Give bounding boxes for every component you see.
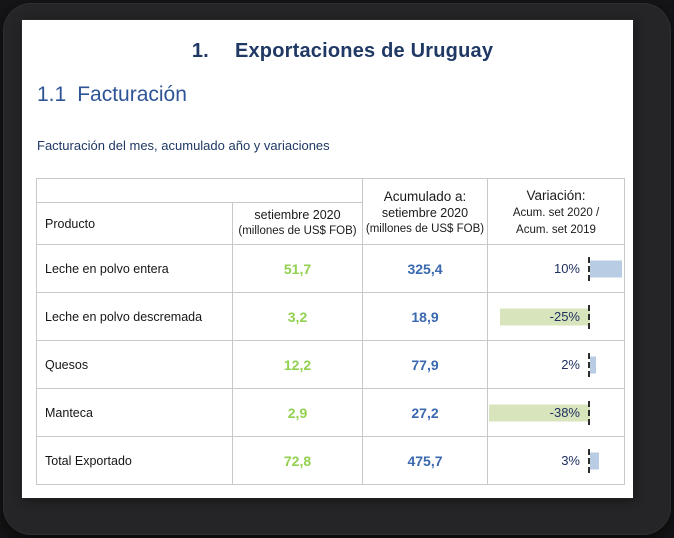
month-value: 12,2 [232, 340, 363, 389]
table-row: Leche en polvo entera 51,7 325,4 10% [36, 244, 625, 293]
variation-bar [500, 308, 590, 325]
month-value: 2,9 [232, 388, 363, 437]
variation-label: 2% [561, 357, 580, 372]
subsection-heading: 1.1 Facturación [37, 83, 187, 107]
product-name: Manteca [36, 388, 233, 437]
accumulated-value: 325,4 [362, 244, 488, 293]
subsection-title: Facturación [77, 83, 187, 106]
variation-bar [489, 404, 590, 421]
month-value: 3,2 [232, 292, 363, 341]
variation-cell: 2% [488, 341, 624, 388]
variation-axis [588, 352, 590, 377]
document-page: 1. Exportaciones de Uruguay 1.1 Facturac… [22, 20, 633, 498]
variation-label: -25% [549, 309, 580, 324]
accumulated-value: 475,7 [362, 436, 488, 485]
product-name: Total Exportado [36, 436, 233, 485]
variation-label: 10% [553, 261, 580, 276]
table-row: Total Exportado 72,8 475,7 3% [36, 436, 625, 485]
product-name: Leche en polvo descremada [36, 292, 233, 341]
product-name: Leche en polvo entera [36, 244, 233, 293]
accumulated-unit: (millones de US$ FOB) [365, 222, 485, 235]
month-period: setiembre 2020 [254, 208, 341, 223]
variation-label: 3% [561, 453, 580, 468]
header-product: Producto [36, 202, 233, 245]
variation-axis [588, 304, 590, 329]
variation-cell: 10% [488, 245, 624, 292]
variation-axis [588, 256, 590, 281]
variation-cell: -38% [488, 389, 624, 436]
month-value: 72,8 [232, 436, 363, 485]
table-caption: Facturación del mes, acumulado año y var… [37, 138, 330, 153]
accumulated-value: 77,9 [362, 340, 488, 389]
variation-label: -38% [549, 405, 580, 420]
header-empty-cell [36, 178, 363, 203]
exports-table: Acumulado a: setiembre 2020 (millones de… [36, 178, 625, 485]
table-row: Quesos 12,2 77,9 2% [36, 340, 625, 389]
table-row: Manteca 2,9 27,2 -38% [36, 388, 625, 437]
variation-compare-line2: Acum. set 2019 [516, 223, 596, 236]
variation-cell: -25% [488, 293, 624, 340]
table-row: Leche en polvo descremada 3,2 18,9 -25% [36, 292, 625, 341]
month-value: 51,7 [232, 244, 363, 293]
product-name: Quesos [36, 340, 233, 389]
variation-compare-line1: Acum. set 2020 / [512, 206, 600, 219]
variation-bar [590, 260, 622, 277]
header-month: setiembre 2020 (millones de US$ FOB) [232, 202, 363, 245]
variation-axis [588, 400, 590, 425]
variation-bar [590, 452, 599, 469]
variation-cell: 3% [488, 437, 624, 484]
section-title: Exportaciones de Uruguay [234, 40, 494, 62]
header-variation: Variación: Acum. set 2020 / Acum. set 20… [487, 178, 625, 245]
subsection-number: 1.1 [37, 83, 67, 106]
accumulated-period: setiembre 2020 [381, 206, 469, 221]
accumulated-value: 27,2 [362, 388, 488, 437]
variation-title: Variación: [526, 187, 586, 203]
variation-bar [590, 356, 596, 373]
section-number: 1. [191, 40, 209, 62]
accumulated-value: 18,9 [362, 292, 488, 341]
section-heading: 1. Exportaciones de Uruguay [22, 40, 633, 63]
header-accumulated: Acumulado a: setiembre 2020 (millones de… [362, 178, 488, 245]
variation-axis [588, 448, 590, 473]
month-unit: (millones de US$ FOB) [238, 224, 357, 237]
accumulated-title: Acumulado a: [383, 189, 467, 205]
